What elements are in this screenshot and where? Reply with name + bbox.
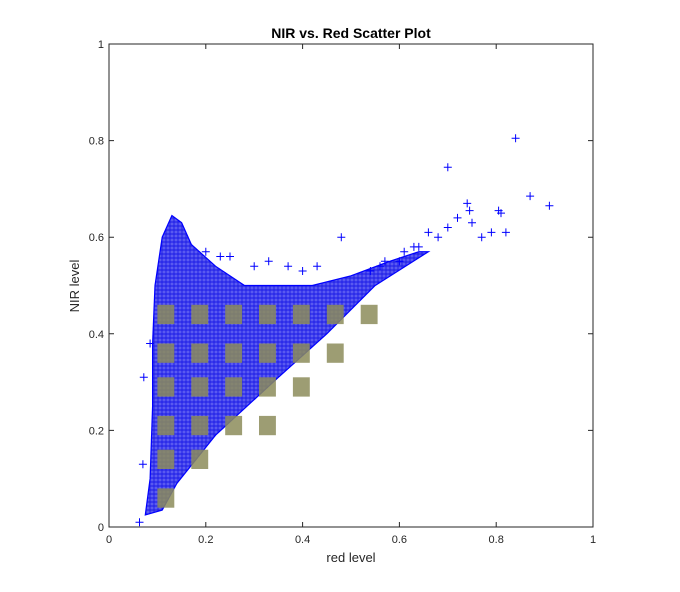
y-tick-label: 0.2	[89, 425, 104, 437]
scatter-overlap-block	[225, 343, 243, 363]
scatter-point	[216, 252, 225, 261]
scatter-point	[226, 252, 234, 261]
scatter-point	[443, 163, 452, 172]
scatter-point	[487, 228, 496, 237]
axes-box	[108, 43, 594, 528]
scatter-point	[201, 247, 210, 256]
scatter-point	[146, 339, 155, 348]
scatter-point	[526, 192, 535, 201]
chart-title: NIR vs. Red Scatter Plot	[271, 25, 431, 41]
scatter-point	[511, 134, 520, 143]
scatter-overlap-block	[360, 304, 378, 325]
y-tick-label: 0.8	[89, 136, 104, 148]
scatter-point	[477, 233, 486, 242]
scatter-overlap-block	[157, 415, 175, 436]
scatter-point	[298, 267, 307, 275]
scatter-point	[250, 262, 259, 271]
scatter-overlap-block	[225, 304, 243, 325]
scatter-overlap-block	[157, 304, 175, 325]
scatter-point	[409, 242, 418, 251]
scatter-overlap-block	[191, 449, 209, 469]
scatter-overlap-block	[225, 415, 243, 436]
scatter-overlap-block	[191, 343, 209, 363]
scatter-point	[138, 460, 147, 469]
scatter-point	[545, 201, 554, 210]
axis-ticks: 0 0.2 0.4 0.6 0.8 1 0 0.2 0.4 0.6 0.8 1	[89, 39, 596, 546]
scatter-overlap-block	[225, 377, 243, 397]
x-tick-label: 0.8	[489, 534, 504, 546]
scatter-point	[443, 223, 452, 232]
scatter-overlap-block	[157, 488, 175, 508]
scatter-point	[313, 262, 322, 271]
scatter-point	[453, 213, 462, 222]
scatter-point	[376, 262, 384, 271]
scatter-point	[468, 218, 476, 227]
scatter-overlap-block	[259, 343, 276, 363]
scatter-point	[497, 209, 505, 218]
plot-area	[135, 134, 554, 527]
x-tick-label: 0.6	[392, 534, 407, 546]
scatter-overlap-block	[292, 377, 310, 397]
x-axis-label: red level	[326, 550, 375, 565]
scatter-point	[395, 257, 404, 266]
scatter-overlap-block	[157, 377, 175, 397]
scatter-point	[366, 267, 375, 275]
x-tick-label: 0.2	[198, 534, 213, 546]
scatter-point	[135, 518, 144, 527]
scatter-point	[139, 373, 148, 382]
scatter-point	[284, 262, 293, 271]
x-tick-label: 0.4	[295, 534, 310, 546]
scatter-point	[337, 233, 346, 242]
scatter-overlap-block	[259, 304, 276, 325]
scatter-overlap-block	[326, 343, 344, 363]
x-tick-label: 1	[590, 534, 596, 546]
scatter-overlap-block	[191, 304, 209, 325]
scatter-point	[465, 206, 474, 215]
scatter-overlap-block	[191, 377, 209, 397]
scatter-point	[400, 247, 409, 256]
x-tick-label: 0	[106, 534, 112, 546]
scatter-point	[434, 233, 443, 242]
scatter-overlap-block	[259, 415, 276, 436]
scatter-overlap-block	[157, 343, 175, 363]
scatter-point	[424, 228, 433, 237]
scatter-point	[501, 228, 510, 237]
scatter-point	[463, 199, 472, 208]
scatter-overlap-block	[292, 343, 310, 363]
scatter-point	[264, 257, 273, 266]
scatter-overlap-block	[157, 449, 175, 469]
scatter-overlap-block	[292, 304, 310, 325]
scatter-overlap-block	[259, 377, 276, 397]
y-tick-label: 0	[98, 522, 104, 534]
y-axis-label: NIR level	[67, 260, 82, 313]
y-tick-label: 1	[98, 39, 104, 51]
y-tick-label: 0.6	[89, 232, 104, 244]
y-tick-label: 0.4	[89, 329, 104, 341]
scatter-overlap-block	[191, 415, 209, 436]
scatter-point	[380, 257, 389, 266]
scatter-overlap-block	[326, 304, 344, 325]
